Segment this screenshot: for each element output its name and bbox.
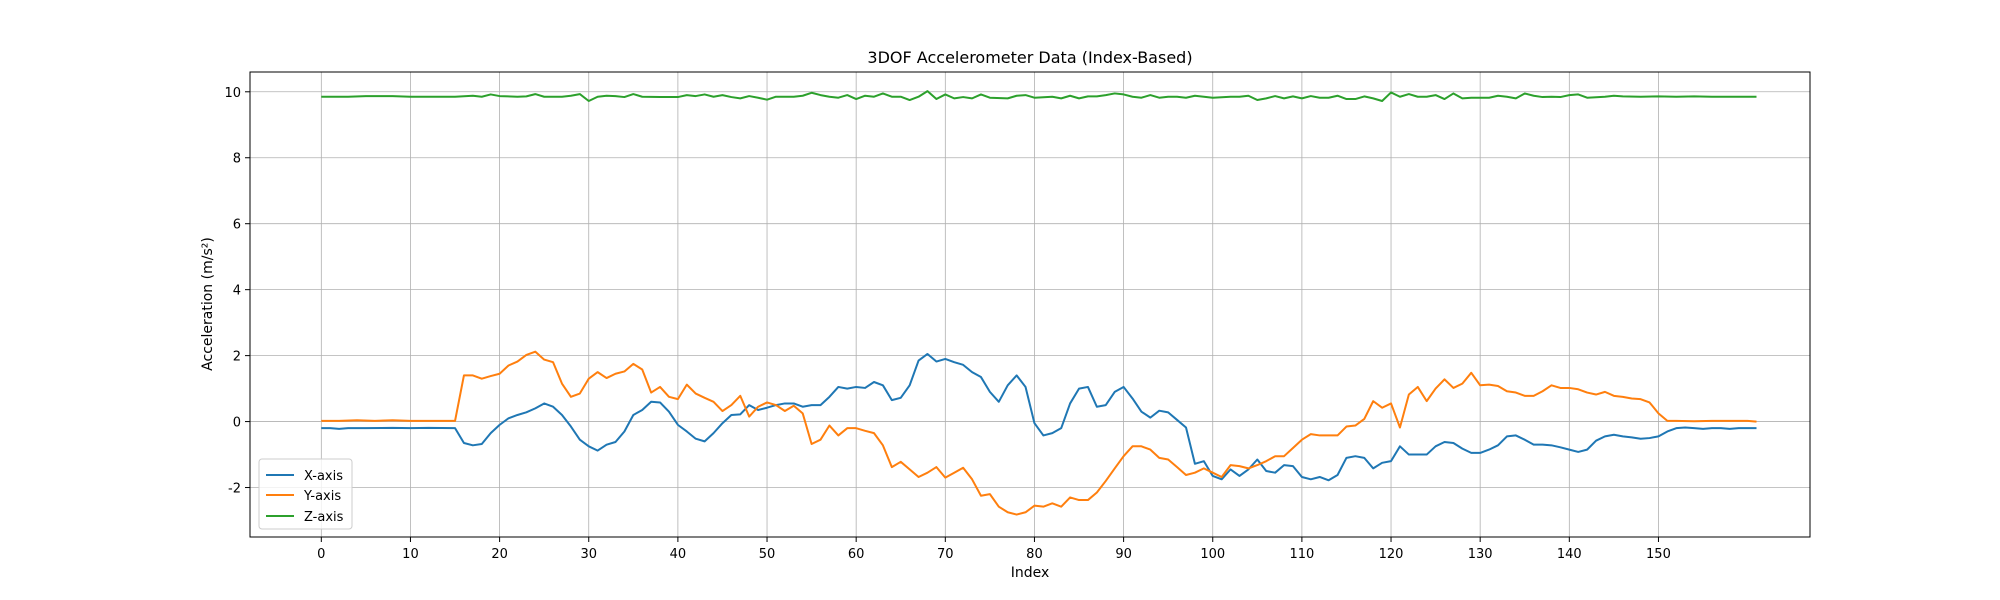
x-tick-label: 20 (491, 547, 508, 562)
y-tick-label: 6 (233, 218, 241, 233)
legend-label-x-axis: X-axis (304, 469, 343, 484)
grid (250, 72, 1810, 537)
x-tick-label: 10 (402, 547, 419, 562)
plot-area-frame (249, 71, 1811, 538)
y-axis-label: Acceleration (m/s²) (200, 237, 216, 371)
y-axis-ticks: -2 0 2 4 6 8 10 (224, 86, 250, 497)
x-tick-label: 140 (1557, 547, 1582, 562)
x-tick-label: 130 (1468, 547, 1493, 562)
y-tick-label: 0 (233, 416, 241, 431)
y-tick-label: 2 (233, 350, 241, 365)
x-tick-label: 120 (1379, 547, 1404, 562)
x-tick-label: 80 (1026, 547, 1043, 562)
x-tick-label: 100 (1200, 547, 1225, 562)
x-tick-label: 30 (580, 547, 597, 562)
x-axis-ticks: 0 10 20 30 40 50 60 70 80 90 100 110 120 130 140 150 (317, 537, 1671, 562)
legend-label-z-axis: Z-axis (304, 510, 344, 525)
y-tick-label: 8 (233, 152, 241, 167)
series-line-x-axis (321, 352, 1757, 482)
x-tick-label: 60 (848, 547, 865, 562)
x-tick-label: 70 (937, 547, 954, 562)
x-tick-label: 40 (670, 547, 687, 562)
x-tick-label: 50 (759, 547, 776, 562)
x-tick-label: 150 (1646, 547, 1671, 562)
y-tick-label: -2 (228, 482, 241, 497)
chart-title: 3DOF Accelerometer Data (Index-Based) (867, 48, 1192, 67)
x-axis-label: Index (1011, 565, 1050, 581)
legend-label-y-axis: Y-axis (303, 489, 341, 504)
legend-box (258, 458, 353, 530)
series-line-y-axis (321, 350, 1757, 516)
legend: X-axis Y-axis Z-axis (258, 458, 353, 530)
x-tick-label: 0 (317, 547, 325, 562)
y-tick-label: 4 (233, 284, 241, 299)
x-tick-label: 90 (1115, 547, 1132, 562)
series-lines (321, 90, 1757, 516)
x-tick-label: 110 (1289, 547, 1314, 562)
y-tick-label: 10 (224, 86, 241, 101)
series-line-z-axis (321, 90, 1757, 103)
